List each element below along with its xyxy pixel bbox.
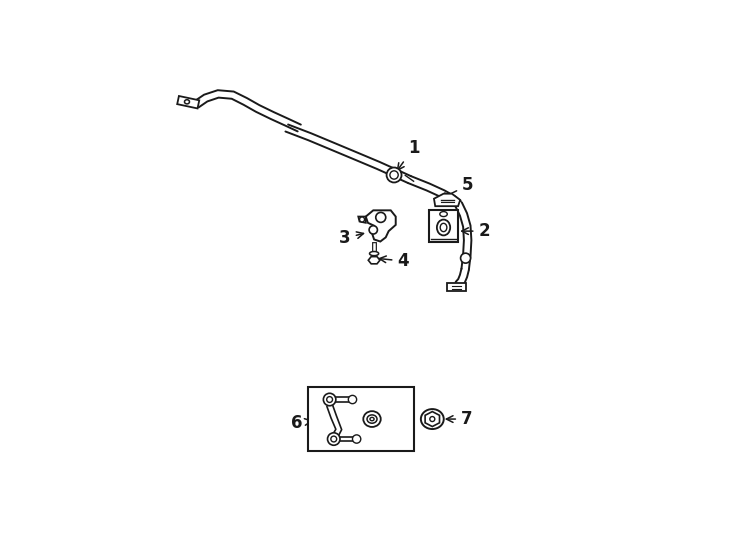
Text: 1: 1 bbox=[398, 139, 419, 170]
Ellipse shape bbox=[421, 409, 444, 429]
Bar bbox=[308, 387, 413, 451]
Circle shape bbox=[460, 253, 470, 263]
Ellipse shape bbox=[440, 212, 447, 217]
Circle shape bbox=[360, 217, 365, 222]
Ellipse shape bbox=[184, 100, 189, 104]
Polygon shape bbox=[366, 211, 396, 241]
Text: 5: 5 bbox=[440, 177, 473, 199]
Ellipse shape bbox=[367, 415, 377, 423]
Ellipse shape bbox=[327, 396, 333, 402]
Ellipse shape bbox=[363, 411, 381, 427]
Circle shape bbox=[369, 226, 377, 234]
Ellipse shape bbox=[331, 436, 337, 442]
Polygon shape bbox=[358, 217, 366, 223]
Polygon shape bbox=[177, 96, 199, 109]
Ellipse shape bbox=[437, 220, 450, 235]
Polygon shape bbox=[434, 194, 460, 206]
Polygon shape bbox=[447, 283, 465, 292]
Ellipse shape bbox=[324, 393, 336, 406]
Ellipse shape bbox=[440, 224, 447, 232]
Ellipse shape bbox=[370, 417, 374, 421]
Text: 4: 4 bbox=[379, 252, 409, 270]
Ellipse shape bbox=[327, 433, 340, 446]
Text: 3: 3 bbox=[339, 229, 363, 247]
Circle shape bbox=[352, 435, 361, 443]
Circle shape bbox=[349, 395, 357, 404]
Polygon shape bbox=[429, 211, 458, 241]
Circle shape bbox=[376, 212, 386, 222]
Polygon shape bbox=[368, 256, 380, 264]
Text: 2: 2 bbox=[462, 222, 490, 240]
Text: 6: 6 bbox=[291, 414, 311, 432]
Circle shape bbox=[387, 167, 401, 183]
Circle shape bbox=[390, 171, 399, 179]
Circle shape bbox=[430, 416, 435, 422]
Polygon shape bbox=[425, 411, 440, 427]
Text: 7: 7 bbox=[446, 410, 473, 428]
Ellipse shape bbox=[369, 252, 379, 255]
